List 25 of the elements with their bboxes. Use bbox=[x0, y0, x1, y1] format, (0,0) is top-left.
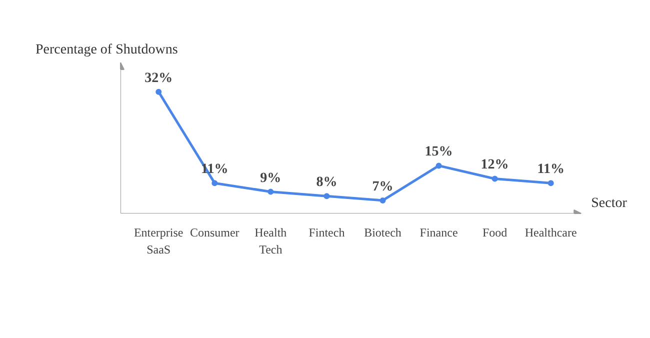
x-axis-title: Sector bbox=[591, 196, 628, 211]
data-label: 8% bbox=[316, 175, 338, 190]
point bbox=[268, 188, 274, 195]
point bbox=[548, 180, 554, 186]
data-label: 15% bbox=[424, 144, 453, 160]
point bbox=[212, 180, 218, 186]
x-tick-label: Healthcare bbox=[524, 226, 577, 240]
data-label: 7% bbox=[372, 179, 394, 194]
x-tick-label: Food bbox=[482, 226, 508, 240]
point bbox=[156, 88, 162, 95]
x-tick-label: Fintech bbox=[308, 226, 345, 240]
point bbox=[492, 176, 498, 182]
chart-title: Percentage of Shutdowns bbox=[36, 42, 178, 58]
point bbox=[324, 193, 330, 200]
x-tick-label: Consumer bbox=[190, 226, 240, 240]
data-label: 12% bbox=[480, 158, 509, 173]
data-label: 9% bbox=[260, 170, 282, 186]
x-tick-label: Biotech bbox=[364, 226, 402, 240]
data-label: 11% bbox=[537, 162, 564, 178]
point bbox=[380, 197, 386, 204]
x-tick-label: Enterprise SaaS bbox=[134, 226, 184, 256]
x-tick-label: Finance bbox=[420, 226, 458, 240]
point bbox=[436, 162, 442, 169]
data-label: 32% bbox=[144, 70, 173, 86]
x-tick-label: Health Tech bbox=[254, 226, 287, 256]
